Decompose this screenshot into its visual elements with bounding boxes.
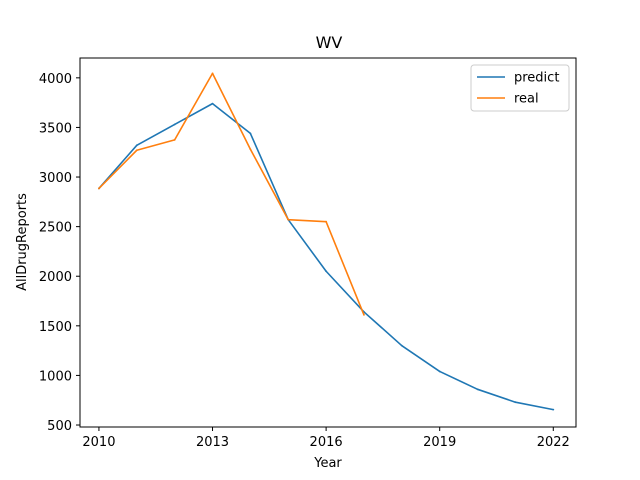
y-tick-label: 500 xyxy=(47,419,72,434)
series-line-predict xyxy=(98,102,554,411)
data-point-predict xyxy=(249,132,252,135)
series-lines xyxy=(98,72,555,411)
data-point-real xyxy=(98,187,100,190)
x-tick-label: 2016 xyxy=(310,435,343,450)
x-axis-label: Year xyxy=(313,456,342,471)
data-point-real xyxy=(325,220,328,223)
y-axis-label: AllDrugReports xyxy=(15,193,30,291)
y-tick-label: 2000 xyxy=(39,270,72,285)
series-line-real xyxy=(98,72,365,316)
data-point-real xyxy=(249,148,252,151)
data-point-predict xyxy=(173,123,176,126)
axis-ticks: 2010 2013 2016 2019 2022 500 1000 1500 2000 2500 3… xyxy=(39,72,570,450)
data-point-predict xyxy=(400,344,403,347)
data-point-predict xyxy=(438,370,441,373)
y-tick-label: 3500 xyxy=(39,121,72,136)
x-tick-label: 2019 xyxy=(423,435,456,450)
data-point-predict xyxy=(476,388,479,391)
data-point-predict xyxy=(552,408,555,411)
data-point-real xyxy=(173,138,176,141)
data-point-real xyxy=(211,72,214,75)
x-tick-label: 2013 xyxy=(196,435,229,450)
y-tick-label: 1500 xyxy=(39,320,72,335)
data-point-real xyxy=(287,218,290,221)
legend-label-predict: predict xyxy=(514,71,559,86)
data-point-predict xyxy=(514,401,517,404)
y-tick-label: 3000 xyxy=(39,171,72,186)
x-tick-label: 2010 xyxy=(82,435,115,450)
data-point-predict xyxy=(325,270,328,273)
data-point-predict xyxy=(135,144,138,147)
data-point-predict xyxy=(211,102,214,105)
y-tick-label: 4000 xyxy=(39,72,72,87)
legend-label-real: real xyxy=(514,92,539,107)
legend: predict real xyxy=(470,64,570,112)
y-tick-label: 1000 xyxy=(39,369,72,384)
data-point-real xyxy=(135,149,138,152)
plot-frame xyxy=(79,57,577,428)
x-tick-label: 2022 xyxy=(537,435,570,450)
chart-title: WV xyxy=(316,33,343,52)
data-point-real xyxy=(363,314,365,316)
y-tick-label: 2500 xyxy=(39,221,72,236)
